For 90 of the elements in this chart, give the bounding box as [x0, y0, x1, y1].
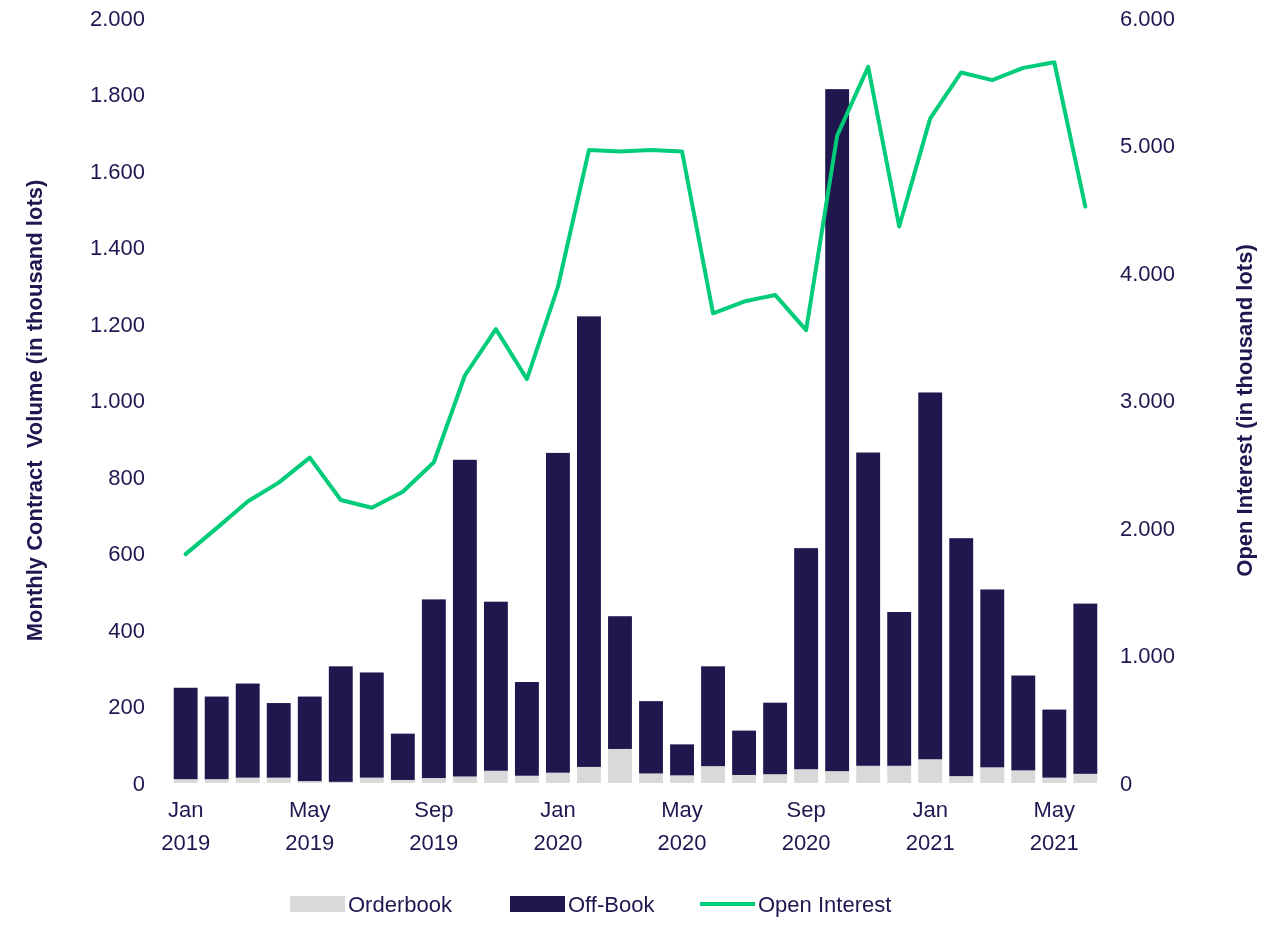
- bar: [670, 775, 694, 783]
- bar: [1011, 675, 1036, 771]
- y-tick-label: 1.000: [89, 388, 145, 414]
- y-tick-label: 0: [132, 770, 145, 796]
- y2-tick-label: 0: [1120, 770, 1133, 796]
- bar: [1042, 777, 1067, 783]
- y-axis-title: Monthly Contract Volume (in thousand lots): [22, 179, 47, 642]
- bar: [390, 733, 415, 780]
- x-tick-label: May 2019: [285, 797, 335, 855]
- x-tick-label: Jan 2020: [533, 797, 583, 855]
- bar: [794, 548, 819, 770]
- y-tick-label: 600: [108, 541, 145, 567]
- bar: [452, 776, 477, 783]
- bar: [949, 538, 974, 777]
- y-tick-label: 200: [108, 694, 145, 720]
- bar: [1011, 770, 1036, 783]
- y-tick-label: 1.600: [89, 158, 145, 184]
- bar: [918, 759, 943, 783]
- y-tick-label: 1.400: [89, 235, 145, 261]
- y-tick-label: 1.200: [89, 311, 145, 337]
- y2-tick-label: 2.000: [1120, 515, 1176, 541]
- legend-label: Off-Book: [568, 892, 656, 917]
- y-tick-label: 400: [108, 617, 145, 643]
- bar: [732, 730, 757, 775]
- y2-axis-title: Open Interest (in thousand lots): [1232, 244, 1257, 577]
- bar: [173, 687, 198, 780]
- y-tick-label: 2.000: [89, 5, 145, 31]
- bar: [577, 316, 601, 767]
- x-tick-label: Sep 2020: [781, 797, 831, 855]
- bar: [980, 767, 1005, 783]
- y2-tick-label: 5.000: [1120, 133, 1176, 159]
- bar: [763, 774, 788, 783]
- bar: [266, 777, 291, 783]
- bar: [452, 459, 477, 777]
- y2-tick-label: 6.000: [1120, 5, 1176, 31]
- bar: [204, 779, 229, 783]
- bar: [825, 89, 850, 772]
- x-tick-label: May 2021: [1029, 797, 1079, 855]
- bar: [514, 775, 539, 783]
- y-tick-label: 1.800: [89, 82, 145, 108]
- y2-tick-label: 1.000: [1120, 643, 1176, 669]
- bar: [359, 672, 384, 778]
- bar: [949, 776, 974, 783]
- bar: [1073, 773, 1098, 783]
- bar: [887, 765, 912, 783]
- bar: [763, 702, 788, 775]
- x-tick-label: Sep 2019: [409, 797, 459, 855]
- bar: [297, 696, 322, 782]
- bar: [701, 666, 725, 767]
- bar: [608, 748, 632, 783]
- y2-tick-label: 4.000: [1120, 260, 1176, 286]
- x-tick-label: Jan 2019: [161, 797, 211, 855]
- y2-tick-label: 3.000: [1120, 388, 1176, 414]
- legend-label: Open Interest: [758, 892, 892, 917]
- bar: [732, 774, 757, 783]
- x-tick-label: Jan 2021: [905, 797, 955, 855]
- bar: [577, 766, 601, 783]
- bar: [1073, 603, 1098, 774]
- bar: [204, 696, 229, 780]
- bar: [328, 666, 353, 782]
- legend-label: Orderbook: [348, 892, 453, 917]
- line-series: [183, 60, 1088, 557]
- bar: [856, 452, 881, 766]
- bar: [980, 589, 1005, 768]
- bar: [825, 771, 850, 783]
- bar: [173, 779, 198, 783]
- bar: [235, 777, 260, 783]
- bar: [670, 744, 694, 776]
- bar: [235, 683, 260, 778]
- bar: [701, 766, 725, 783]
- bar: [483, 770, 508, 783]
- bar: [421, 599, 446, 779]
- bar: [639, 701, 663, 774]
- bar: [421, 778, 446, 783]
- bar: [918, 392, 943, 760]
- bar: [856, 765, 881, 783]
- bar: [390, 779, 415, 783]
- bar: [639, 773, 663, 783]
- bar: [514, 682, 539, 776]
- y-tick-label: 800: [108, 464, 145, 490]
- bar: [608, 616, 632, 749]
- bar: [1042, 709, 1067, 778]
- x-tick-label: May 2020: [657, 797, 707, 855]
- bar: [887, 612, 912, 766]
- bar: [794, 769, 819, 783]
- bar: [546, 772, 570, 783]
- bar: [266, 703, 291, 778]
- bar: [359, 777, 384, 783]
- bar: [546, 452, 570, 773]
- bar: [483, 601, 508, 771]
